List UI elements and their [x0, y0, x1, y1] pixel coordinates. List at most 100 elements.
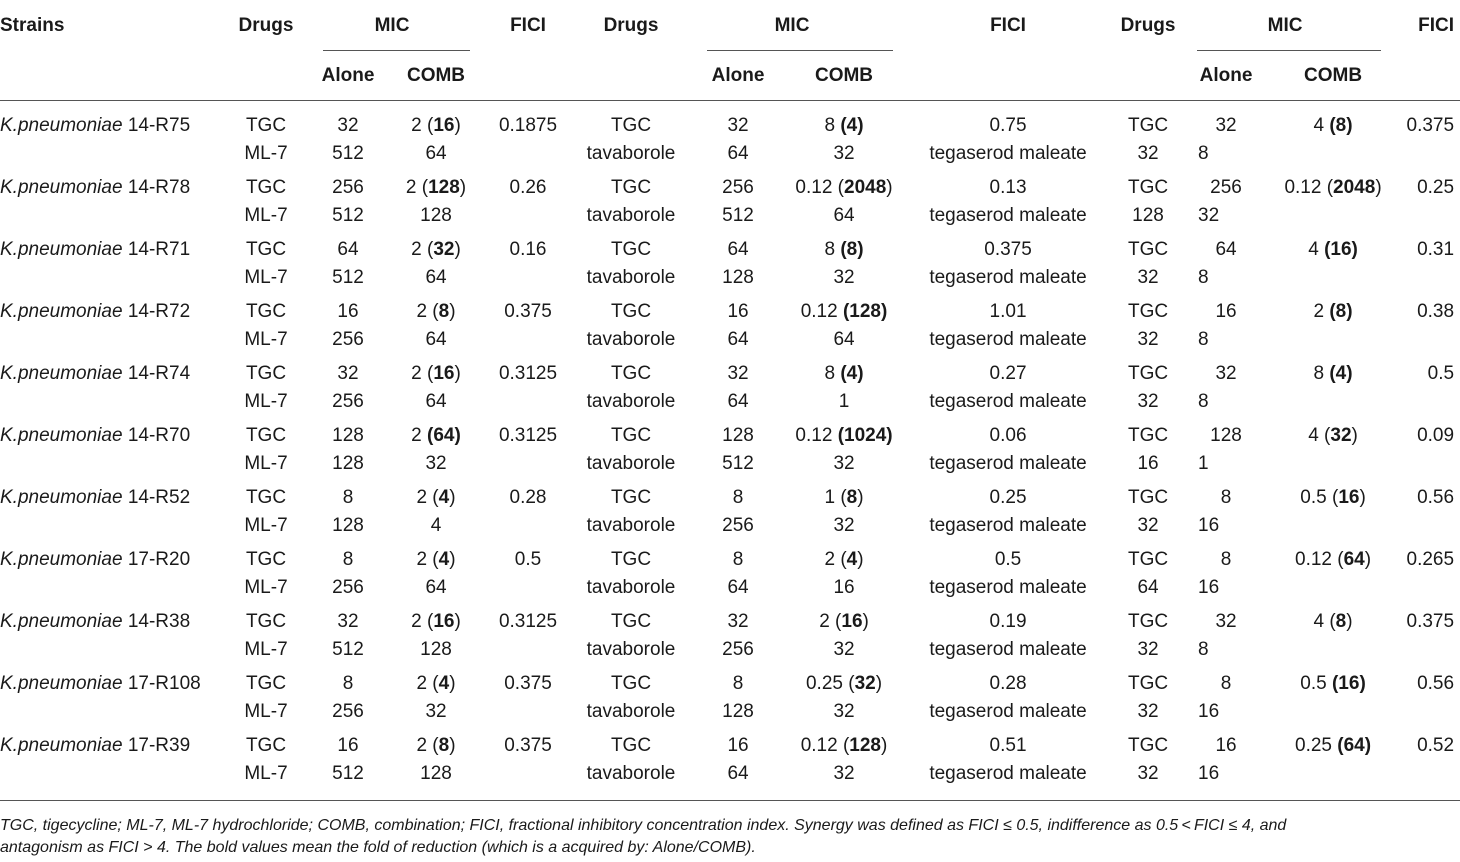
- empty: [1274, 326, 1392, 354]
- comb-3b: 16: [1198, 577, 1220, 598]
- strain-empty: [0, 202, 228, 230]
- drug-3: TGC: [1127, 487, 1169, 508]
- fici-3b: [1392, 698, 1460, 726]
- table-row: K.pneumoniae 14-R52 TGC 8 2 (4) 0.28 TGC 8 1 (8…: [0, 484, 1460, 512]
- comb-2: 8 (4): [824, 363, 864, 384]
- drug-1b: ML-7: [244, 267, 288, 288]
- strain-name: K.pneumoniae 17-R108: [0, 673, 201, 694]
- drug-1: TGC: [245, 611, 287, 632]
- drug-1b: ML-7: [244, 329, 288, 350]
- strain-name: K.pneumoniae 17-R39: [0, 735, 191, 756]
- fici-1: 0.3125: [498, 425, 558, 446]
- strain-name: K.pneumoniae 14-R38: [0, 611, 191, 632]
- drug-3b: tegaserod maleate: [929, 329, 1087, 350]
- drug-1b: ML-7: [244, 143, 288, 164]
- comb-1b: 64: [425, 267, 447, 288]
- drug-2: TGC: [610, 363, 652, 384]
- alone-1: 128: [332, 425, 364, 446]
- fici-3: 0.38: [1417, 301, 1455, 322]
- drug-1: TGC: [245, 363, 287, 384]
- fici-2: 0.06: [989, 425, 1027, 446]
- strain-name: K.pneumoniae 14-R78: [0, 177, 191, 198]
- drug-1: TGC: [245, 487, 287, 508]
- fici-3b: [1392, 760, 1460, 788]
- comb-1b: 64: [425, 577, 447, 598]
- alone-2b: 64: [727, 577, 749, 598]
- drug-1b: ML-7: [244, 577, 288, 598]
- comb-1b: 32: [425, 453, 447, 474]
- fici-3: 0.375: [1406, 115, 1455, 136]
- comb-1: 2 (16): [411, 363, 461, 384]
- comb-3b: 8: [1198, 329, 1209, 350]
- drug-2b: tavaborole: [586, 267, 676, 288]
- drug-3: TGC: [1127, 239, 1169, 260]
- alone-3b: 32: [1137, 515, 1159, 536]
- comb-1b: 32: [425, 701, 447, 722]
- comb-1: 2 (8): [416, 301, 456, 322]
- comb-3b: 8: [1198, 391, 1209, 412]
- drug-2b: tavaborole: [586, 391, 676, 412]
- drug-1: TGC: [245, 177, 287, 198]
- fici-1: 0.3125: [498, 363, 558, 384]
- drug-2: TGC: [610, 735, 652, 756]
- fici-1b: [480, 636, 576, 664]
- fici-1b: [480, 698, 576, 726]
- fici-3b: [1392, 202, 1460, 230]
- comb-3b: 16: [1198, 515, 1220, 536]
- header-drugs-3: Drugs: [1120, 14, 1176, 36]
- comb-1: 2 (4): [416, 673, 456, 694]
- alone-2b: 128: [722, 267, 754, 288]
- strain-empty: [0, 636, 228, 664]
- fici-3: 0.09: [1417, 425, 1455, 446]
- comb-1b: 4: [430, 515, 442, 536]
- strain-empty: [0, 512, 228, 540]
- fici-2: 0.375: [984, 239, 1032, 260]
- comb-2b: 32: [833, 763, 855, 784]
- drug-1: TGC: [245, 673, 287, 694]
- header-mic-1: MIC: [374, 14, 410, 36]
- comb-2b: 32: [833, 143, 855, 164]
- fici-1: 0.375: [504, 301, 552, 322]
- drug-2b: tavaborole: [586, 453, 676, 474]
- fici-1b: [480, 760, 576, 788]
- strain-empty: [0, 698, 228, 726]
- alone-1b: 512: [332, 205, 364, 226]
- drug-1: TGC: [245, 735, 287, 756]
- comb-1: 2 (4): [416, 549, 456, 570]
- fici-2: 0.28: [989, 673, 1027, 694]
- fici-3: 0.265: [1406, 549, 1455, 570]
- footnote-line-1: TGC, tigecycline; ML-7, ML-7 hydrochlori…: [0, 817, 1287, 834]
- fici-1: 0.26: [509, 177, 547, 198]
- drug-2: TGC: [610, 239, 652, 260]
- drug-3b: tegaserod maleate: [929, 639, 1087, 660]
- fici-2: 0.51: [989, 735, 1027, 756]
- comb-2b: 1: [838, 391, 850, 412]
- header-strains: Strains: [0, 14, 65, 36]
- fici-2: 0.27: [989, 363, 1027, 384]
- fici-1b: [480, 574, 576, 602]
- header-alone-1: Alone: [304, 51, 392, 101]
- alone-1: 256: [332, 177, 364, 198]
- comb-2b: 32: [833, 267, 855, 288]
- drug-2b: tavaborole: [586, 515, 676, 536]
- fici-3b: [1392, 450, 1460, 478]
- fici-3: 0.31: [1417, 239, 1455, 260]
- drug-2b: tavaborole: [586, 639, 676, 660]
- strain-empty: [0, 326, 228, 354]
- fici-1: 0.3125: [498, 611, 558, 632]
- strain-empty: [0, 574, 228, 602]
- alone-2: 32: [727, 363, 749, 384]
- comb-2b: 32: [833, 515, 855, 536]
- fici-2: 0.25: [989, 487, 1027, 508]
- alone-2: 16: [727, 301, 749, 322]
- mic-underline-3: [1197, 50, 1381, 51]
- drug-3b: tegaserod maleate: [929, 143, 1087, 164]
- fici-3b: [1392, 512, 1460, 540]
- empty: [1274, 574, 1392, 602]
- table-row: ML-7 512 128 tavaborole 512 64 tegaserod malea…: [0, 202, 1460, 230]
- drug-2: TGC: [610, 673, 652, 694]
- empty: [1274, 388, 1392, 416]
- strain-empty: [0, 450, 228, 478]
- alone-2b: 512: [722, 205, 754, 226]
- alone-1b: 256: [332, 329, 364, 350]
